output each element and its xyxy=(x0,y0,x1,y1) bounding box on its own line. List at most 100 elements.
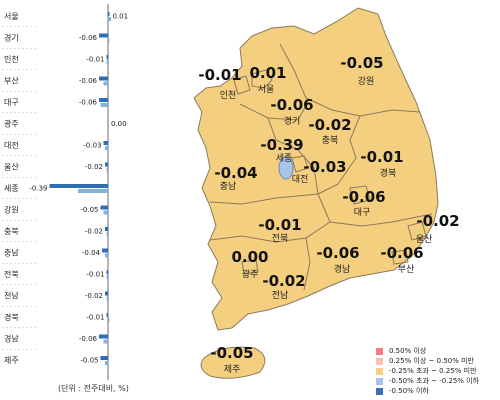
map-region-name: 서울 xyxy=(258,84,275,95)
legend-swatch xyxy=(376,387,383,395)
border-chungbuk-east xyxy=(317,115,361,195)
border-gyeongnam-jeonnam xyxy=(303,237,311,291)
map-value: -0.05 xyxy=(210,344,253,362)
bar xyxy=(108,17,111,21)
map-value: 0.01 xyxy=(249,64,286,82)
bar-chart: 서울 0.01 경기 -0.06 인천 -0.01 부산 -0.06 대구 -0.06 광주 0.00… xyxy=(2,4,128,380)
map-region-name: 충북 xyxy=(322,135,339,146)
border-gangwon xyxy=(279,43,421,117)
bar xyxy=(106,270,108,274)
border-gyeongbuk-gyeongnam xyxy=(317,193,433,227)
sejong-shape xyxy=(278,156,294,180)
map-value: -0.03 xyxy=(303,158,346,176)
category-label: 충북 xyxy=(4,227,19,236)
map-region-name: 인천 xyxy=(220,90,237,101)
gwangju-outline xyxy=(241,259,259,275)
bar xyxy=(100,103,108,107)
bar-value-label: -0.06 xyxy=(79,34,98,42)
map-region-name: 광주 xyxy=(242,268,259,280)
bar xyxy=(106,296,108,301)
busan-outline xyxy=(391,249,409,265)
legend-item: 0.25% 이상 ~ 0.50% 미만 xyxy=(376,356,498,366)
map-value: -0.02 xyxy=(262,272,305,290)
bar xyxy=(99,98,108,102)
bar-value-label: 0.00 xyxy=(111,120,127,128)
map-region-name: 경남 xyxy=(334,263,351,275)
map-value: -0.06 xyxy=(342,188,385,206)
map-region-name: 전남 xyxy=(272,290,289,301)
bar xyxy=(108,12,110,16)
category-label: 울산 xyxy=(4,162,19,172)
map-value: -0.01 xyxy=(198,66,241,84)
category-label: 광주 xyxy=(4,119,19,129)
bar xyxy=(103,81,108,86)
bar xyxy=(103,339,108,344)
bar xyxy=(106,275,108,279)
category-label: 인천 xyxy=(4,54,19,64)
map-region-name: 대구 xyxy=(354,207,371,218)
map-value: 0.00 xyxy=(231,248,268,266)
bar xyxy=(106,313,108,317)
legend-item: -0.25% 초과 ~ 0.25% 미만 xyxy=(376,366,498,376)
mainland-shape xyxy=(193,7,439,331)
bar-value-label: -0.01 xyxy=(86,56,104,64)
legend-swatch xyxy=(376,357,383,365)
bar-value-label: -0.02 xyxy=(85,228,103,236)
bar-value-label: -0.05 xyxy=(80,357,98,365)
bar xyxy=(108,38,110,43)
ulsan-outline xyxy=(407,221,427,241)
legend-item: -0.50% 초과 ~ -0.25% 이하 xyxy=(376,376,498,386)
bar xyxy=(106,55,108,59)
map-region-name: 충남 xyxy=(220,181,237,192)
bar xyxy=(105,253,108,258)
bar xyxy=(108,318,110,322)
map-region-name: 전북 xyxy=(272,233,289,244)
legend-label: -0.50% 초과 ~ -0.25% 이하 xyxy=(389,377,480,385)
legend-item: 0.50% 이상 xyxy=(376,346,498,356)
bar-value-label: -0.06 xyxy=(79,335,98,343)
bar xyxy=(105,146,108,150)
region-map: -0.01 인천 0.01 서울 -0.06 경기 -0.05 강원 -0.02… xyxy=(193,7,460,379)
category-label: 대구 xyxy=(4,98,19,107)
bar xyxy=(49,184,108,188)
bar xyxy=(105,227,108,231)
bar xyxy=(103,210,108,215)
legend-swatch xyxy=(376,347,383,355)
bar-value-label: -0.01 xyxy=(86,271,104,279)
legend-label: 0.25% 이상 ~ 0.50% 미만 xyxy=(389,357,475,365)
jeju-shape xyxy=(200,346,266,379)
legend-label: -0.25% 초과 ~ 0.25% 미만 xyxy=(389,367,477,375)
incheon-outline xyxy=(233,75,251,95)
bar xyxy=(100,356,108,360)
bar-value-label: -0.01 xyxy=(86,314,104,322)
map-value: -0.04 xyxy=(214,164,257,182)
legend-item: -0.50% 이하 xyxy=(376,386,498,396)
map-value: -0.39 xyxy=(260,136,303,154)
bar xyxy=(105,291,108,296)
bar xyxy=(106,167,108,172)
category-label: 대전 xyxy=(4,140,19,150)
map-value: -0.05 xyxy=(340,54,383,72)
legend: 0.50% 이상 0.25% 이상 ~ 0.50% 미만 -0.25% 초과 ~… xyxy=(376,346,498,396)
bar xyxy=(103,141,108,145)
bar-value-label: -0.06 xyxy=(79,99,98,107)
category-label: 부산 xyxy=(4,76,19,86)
bar xyxy=(105,162,108,167)
category-label: 제주 xyxy=(4,356,19,365)
map-value: -0.01 xyxy=(258,216,301,234)
bar xyxy=(78,189,108,193)
map-region-name: 제주 xyxy=(224,364,241,375)
bar xyxy=(99,33,108,38)
border-jeonbuk-north xyxy=(209,193,319,205)
border-chungnam-chungbuk xyxy=(267,117,319,195)
category-label: 세종 xyxy=(4,184,19,193)
bar xyxy=(102,248,108,253)
category-label: 경기 xyxy=(4,33,19,43)
map-region-name: 대전 xyxy=(292,174,309,185)
category-label: 전남 xyxy=(4,291,19,301)
map-value: -0.06 xyxy=(316,244,359,262)
category-label: 강원 xyxy=(4,205,19,215)
category-label: 충남 xyxy=(4,249,19,258)
map-region-name: 강원 xyxy=(358,76,375,87)
bar xyxy=(106,60,108,64)
